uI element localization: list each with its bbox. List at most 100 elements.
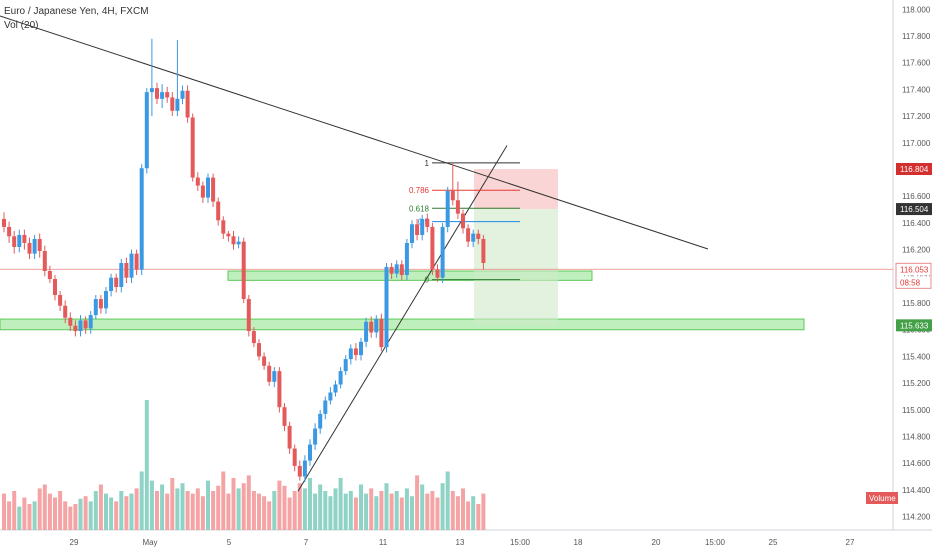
candle-body[interactable] [348, 348, 353, 360]
candle-body[interactable] [476, 233, 481, 239]
candle-body[interactable] [98, 299, 103, 309]
candle-body[interactable] [440, 226, 445, 278]
candle-body[interactable] [292, 448, 297, 466]
candle-body[interactable] [144, 92, 149, 169]
candle-body[interactable] [277, 371, 282, 408]
candle-body[interactable] [415, 224, 420, 235]
candle-body[interactable] [364, 321, 369, 342]
candle-body[interactable] [216, 201, 221, 221]
candle-body[interactable] [430, 226, 435, 270]
candle-body[interactable] [231, 236, 236, 245]
candle-body[interactable] [160, 92, 165, 99]
candle-body[interactable] [302, 460, 307, 477]
candle-body[interactable] [308, 444, 312, 461]
candle-body[interactable] [129, 253, 134, 278]
candle-body[interactable] [420, 218, 425, 235]
candle-body[interactable] [313, 428, 318, 445]
candle-body[interactable] [104, 291, 108, 309]
candle-body[interactable] [328, 392, 333, 401]
support-zone[interactable] [0, 318, 805, 331]
candle-body[interactable] [267, 365, 272, 382]
candle-body[interactable] [27, 242, 32, 254]
candle-body[interactable] [399, 264, 404, 276]
candle-body[interactable] [12, 236, 17, 247]
candle-body[interactable] [88, 315, 93, 329]
candle-body[interactable] [445, 190, 450, 227]
candle-body[interactable] [2, 218, 6, 227]
candle-body[interactable] [83, 320, 88, 329]
candle-body[interactable] [241, 241, 246, 300]
candle-body[interactable] [343, 359, 348, 372]
candle-body[interactable] [119, 262, 124, 288]
candle-body[interactable] [323, 400, 328, 414]
candle-body[interactable] [251, 331, 256, 344]
candle-body[interactable] [461, 213, 465, 229]
ascending-trendline[interactable] [297, 145, 508, 492]
candle-body[interactable] [221, 220, 226, 234]
candle-body[interactable] [139, 168, 144, 270]
candle-body[interactable] [134, 253, 139, 270]
candle-body[interactable] [185, 90, 190, 118]
candle-body[interactable] [282, 407, 287, 426]
candle-body[interactable] [58, 295, 63, 306]
candle-body[interactable] [410, 224, 414, 243]
candle-body[interactable] [246, 299, 251, 332]
candle-body[interactable] [47, 271, 52, 280]
candle-body[interactable] [374, 319, 379, 333]
candle-body[interactable] [114, 277, 119, 288]
support-zone[interactable] [227, 270, 593, 281]
candle-body[interactable] [379, 319, 384, 348]
candle-body[interactable] [195, 177, 200, 186]
candle-body[interactable] [435, 269, 440, 278]
candle-body[interactable] [170, 97, 175, 111]
candle-body[interactable] [425, 218, 430, 227]
candle-body[interactable] [369, 321, 374, 333]
candle-body[interactable] [450, 190, 455, 201]
candle-body[interactable] [297, 465, 302, 477]
candle-body[interactable] [73, 325, 78, 332]
candle-body[interactable] [359, 341, 363, 356]
candle-body[interactable] [236, 241, 241, 245]
candle-body[interactable] [37, 238, 42, 251]
candle-body[interactable] [226, 233, 231, 237]
candle-body[interactable] [175, 98, 180, 111]
candle-body[interactable] [68, 317, 73, 326]
candle-body[interactable] [338, 371, 343, 385]
candle-body[interactable] [333, 384, 338, 393]
candle-body[interactable] [78, 320, 83, 332]
candle-body[interactable] [124, 262, 129, 278]
candle-body[interactable] [109, 277, 114, 292]
volume-indicator-label[interactable]: Vol (20) [4, 20, 39, 31]
candle-body[interactable] [318, 413, 323, 429]
candle-body[interactable] [155, 88, 159, 99]
candle-body[interactable] [272, 371, 277, 382]
candle-body[interactable] [190, 117, 195, 178]
candle-body[interactable] [7, 226, 12, 237]
candle-body[interactable] [206, 177, 210, 198]
stop-loss-zone[interactable] [474, 169, 558, 210]
candle-body[interactable] [17, 234, 22, 247]
candle-body[interactable] [149, 88, 154, 93]
candle-body[interactable] [466, 228, 471, 242]
candle-body[interactable] [211, 177, 216, 202]
candle-body[interactable] [481, 238, 486, 263]
candle-body[interactable] [257, 343, 261, 357]
candle-body[interactable] [93, 299, 98, 316]
take-profit-zone[interactable] [474, 209, 558, 326]
candle-body[interactable] [262, 356, 267, 366]
candle-body[interactable] [200, 185, 205, 198]
candle-body[interactable] [471, 233, 476, 242]
candle-body[interactable] [404, 242, 409, 276]
candle-body[interactable] [389, 267, 394, 274]
candle-body[interactable] [22, 234, 27, 243]
candle-body[interactable] [42, 250, 47, 272]
candle-body[interactable] [53, 279, 57, 296]
candle-body[interactable] [180, 90, 185, 99]
candle-body[interactable] [384, 267, 389, 348]
candle-body[interactable] [394, 264, 399, 274]
candle-body[interactable] [165, 92, 170, 98]
candle-body[interactable] [455, 200, 460, 214]
symbol-label[interactable]: Euro / Japanese Yen, 4H, FXCM [4, 6, 149, 17]
candle-body[interactable] [32, 238, 37, 254]
